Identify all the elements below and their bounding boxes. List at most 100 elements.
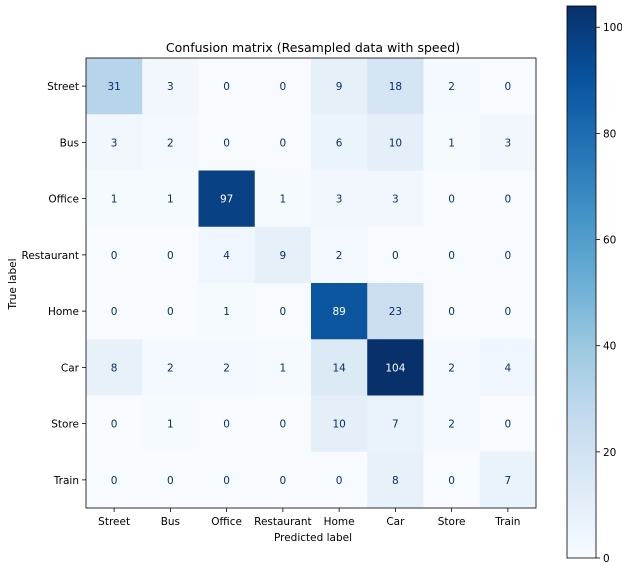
heatmap-cell (254, 58, 312, 115)
column-tick-label: Bus (161, 516, 180, 528)
cell-value: 3 (336, 194, 343, 206)
cell-value: 14 (332, 362, 346, 374)
cell-value: 0 (111, 419, 118, 431)
cell-value: 1 (280, 362, 287, 374)
heatmap-cell (479, 283, 537, 340)
cell-value: 2 (223, 362, 230, 374)
cell-value: 18 (389, 81, 402, 93)
cell-value: 0 (167, 250, 174, 262)
colorbar-tick-label: 80 (603, 128, 616, 140)
heatmap-cell (367, 339, 424, 396)
heatmap-cell (142, 58, 199, 115)
heatmap-cell (198, 114, 256, 171)
cell-value: 3 (167, 81, 174, 93)
heatmap-cell (423, 451, 481, 509)
row-tick-labels: Street Bus Office Restaurant Home Car Store Tra… (22, 81, 86, 487)
heatmap-cell (423, 395, 481, 453)
cell-value: 7 (392, 419, 399, 431)
heatmap-cell (198, 226, 256, 284)
cell-value: 0 (505, 419, 512, 431)
cell-value: 0 (167, 475, 174, 487)
cell-value: 0 (505, 194, 512, 206)
cell-value: 0 (280, 81, 287, 93)
heatmap-cell (254, 451, 312, 509)
heatmap-cell (198, 170, 256, 228)
heatmap-cell (367, 114, 424, 171)
row-tick-label: Bus (60, 137, 79, 149)
colorbar-gradient (566, 5, 597, 559)
cell-value: 2 (336, 250, 343, 262)
heatmap-cell (423, 226, 481, 284)
heatmap-cell (367, 58, 424, 115)
heatmap-cell (198, 283, 256, 340)
row-tick-label: Street (47, 81, 79, 93)
heatmap-cell (254, 114, 312, 171)
cell-value: 0 (505, 250, 512, 262)
cell-value: 0 (448, 250, 455, 262)
cell-value: 3 (505, 137, 512, 149)
heatmap-cell (198, 451, 256, 509)
cell-value: 0 (280, 137, 287, 149)
colorbar-tick-label: 100 (603, 22, 622, 34)
heatmap-cell (311, 283, 368, 340)
column-tick-label: Store (438, 516, 466, 528)
heatmap-cell (311, 395, 368, 453)
heatmap-cell (311, 339, 368, 396)
heatmap-cell (311, 226, 368, 284)
heatmap-cell (254, 170, 312, 228)
cell-value: 1 (280, 194, 287, 206)
heatmap-cell (86, 170, 143, 228)
row-tick-label: Office (48, 194, 79, 206)
cell-value: 7 (505, 475, 512, 487)
cell-value: 0 (336, 475, 343, 487)
cell-value: 9 (336, 81, 343, 93)
heatmap-cell (142, 339, 199, 396)
cell-value: 2 (448, 81, 455, 93)
cell-value: 1 (448, 137, 455, 149)
cell-value: 23 (389, 306, 402, 318)
heatmap-cell (311, 114, 368, 171)
heatmap-cell (479, 395, 537, 453)
cell-value: 2 (448, 419, 455, 431)
column-tick-label: Restaurant (254, 516, 311, 528)
column-tick-label: Train (494, 516, 520, 528)
cell-value: 1 (111, 194, 118, 206)
heatmap-cell (479, 226, 537, 284)
cell-value: 0 (448, 475, 455, 487)
cell-value: 0 (111, 475, 118, 487)
heatmap-cells: 31 3 0 0 9 18 2 03 2 0 0 6 10 1 31 1 97 1 3 3 0 00 0 4 9 2 0 0 00 0 1 0… (85, 57, 537, 509)
heatmap-cell (423, 114, 481, 171)
heatmap-cell (86, 114, 143, 171)
heatmap-cell (311, 170, 368, 228)
heatmap-cell (198, 395, 256, 453)
cell-value: 2 (448, 362, 455, 374)
cell-value: 10 (389, 137, 402, 149)
cell-value: 0 (280, 306, 287, 318)
cell-value: 0 (223, 419, 230, 431)
cell-value: 4 (223, 250, 230, 262)
cell-value: 3 (111, 137, 118, 149)
heatmap-cell (86, 226, 143, 284)
heatmap-cell (86, 58, 143, 115)
cell-value: 0 (167, 306, 174, 318)
heatmap-cell (142, 395, 199, 453)
heatmap-cell (479, 451, 537, 509)
heatmap-cell (423, 58, 481, 115)
heatmap-cell (198, 58, 256, 115)
heatmap-cell (479, 58, 537, 115)
cell-value: 8 (392, 475, 399, 487)
cell-value: 0 (505, 81, 512, 93)
cell-value: 89 (332, 306, 345, 318)
column-tick-labels: Street Bus Office Restaurant Home Car Store Tra… (98, 508, 520, 528)
heatmap-cell (142, 114, 199, 171)
x-axis-label: Predicted label (274, 532, 352, 544)
column-tick-label: Street (98, 516, 130, 528)
cell-value: 10 (332, 419, 345, 431)
cell-value: 1 (167, 194, 174, 206)
heatmap-cell (479, 339, 537, 396)
colorbar-tick-label: 0 (603, 553, 610, 565)
row-tick-label: Home (48, 306, 79, 318)
cell-value: 0 (280, 475, 287, 487)
cell-value: 3 (392, 194, 399, 206)
